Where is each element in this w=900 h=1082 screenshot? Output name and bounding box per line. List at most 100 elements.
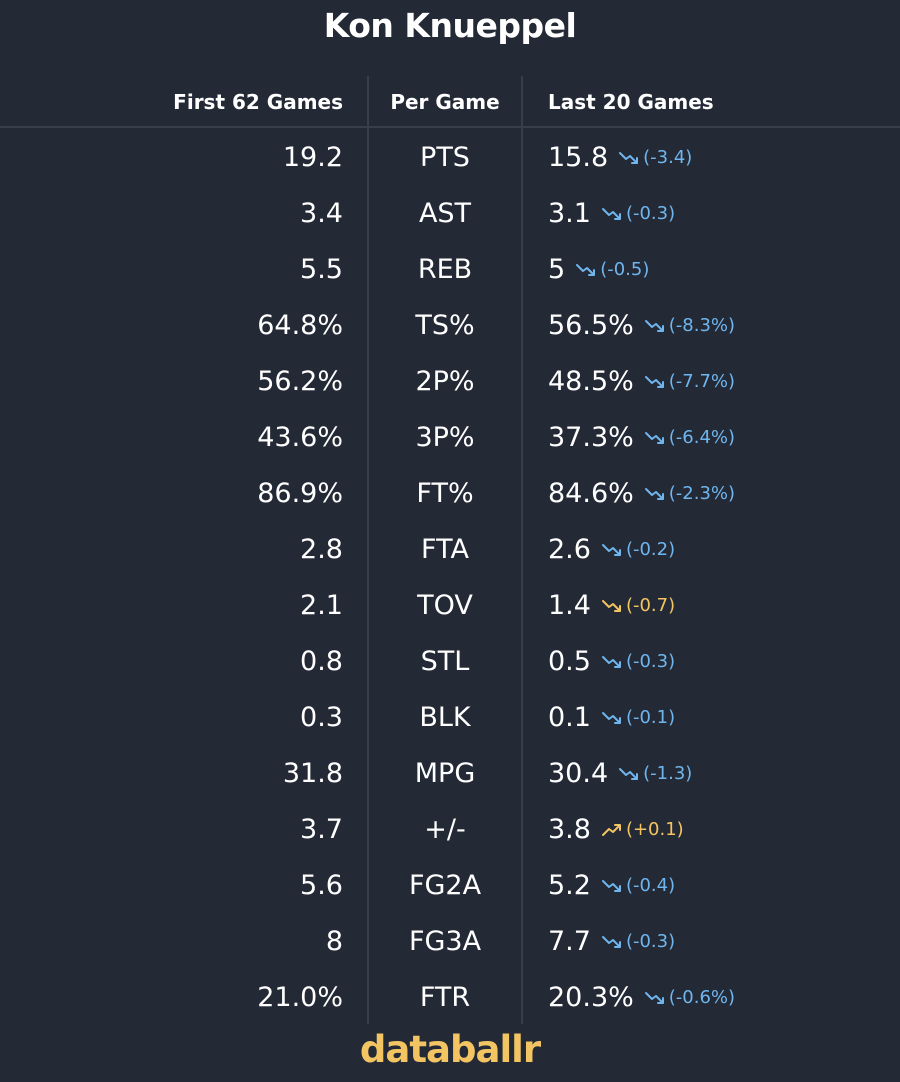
table-row: 2.8 FTA 2.6 (-0.2) [0,522,900,578]
table-row: 0.8 STL 0.5 (-0.3) [0,634,900,690]
stat-label: FTR [419,982,471,1013]
trend-delta: (-0.4) [601,868,675,904]
stat-label: +/- [424,814,466,845]
trend-delta-text: (-0.5) [600,259,650,280]
last-games-value: 0.5 [548,646,591,677]
trend-delta-text: (+0.1) [625,819,684,840]
trend-down-icon [619,768,639,780]
trend-down-icon [601,936,621,948]
trend-delta: (-7.7%) [644,364,735,400]
first-games-value: 86.9% [257,478,343,509]
first-games-value: 3.4 [300,198,343,229]
last-games-cell: 0.5 (-0.3) [548,644,675,680]
trend-delta-text: (-2.3%) [668,483,736,504]
trend-down-icon [576,264,596,276]
header-last-games: Last 20 Games [548,90,714,114]
stat-label: PTS [420,142,470,173]
last-games-value: 20.3% [548,982,634,1013]
last-games-cell: 3.8 (+0.1) [548,812,684,848]
last-games-value: 2.6 [548,534,591,565]
trend-down-icon [601,712,621,724]
table-row: 5.6 FG2A 5.2 (-0.4) [0,858,900,914]
trend-delta-text: (-0.3) [625,203,676,224]
trend-delta: (-0.5) [575,252,649,288]
last-games-cell: 2.6 (-0.2) [548,532,675,568]
last-games-value: 1.4 [548,590,591,621]
table-row: 3.4 AST 3.1 (-0.3) [0,186,900,242]
trend-delta: (-0.6%) [644,980,735,1016]
first-games-value: 43.6% [257,422,343,453]
first-games-value: 5.5 [300,254,343,285]
trend-delta-text: (-0.6%) [668,987,736,1008]
trend-down-icon [644,488,664,500]
column-divider [367,76,369,1024]
table-row: 19.2 PTS 15.8 (-3.4) [0,130,900,186]
trend-delta: (-1.3) [618,756,692,792]
trend-down-icon [601,600,621,612]
stat-label: FTA [421,534,469,565]
last-games-cell: 84.6% (-2.3%) [548,476,735,512]
first-games-value: 8 [325,926,343,957]
trend-down-icon [644,320,664,332]
stat-label: BLK [419,702,471,733]
stat-label: REB [417,254,473,285]
table-row: 56.2% 2P% 48.5% (-7.7%) [0,354,900,410]
last-games-value: 3.1 [548,198,591,229]
header-divider [0,126,900,128]
header-first-games: First 62 Games [173,90,343,114]
first-games-value: 64.8% [257,310,343,341]
last-games-cell: 0.1 (-0.1) [548,700,675,736]
table-row: 3.7 +/- 3.8 (+0.1) [0,802,900,858]
stat-label: FG3A [408,926,482,957]
last-games-cell: 37.3% (-6.4%) [548,420,735,456]
first-games-value: 56.2% [257,366,343,397]
last-games-value: 37.3% [548,422,634,453]
table-row: 86.9% FT% 84.6% (-2.3%) [0,466,900,522]
stat-label: AST [418,198,472,229]
trend-down-icon [644,992,664,1004]
trend-delta-text: (-7.7%) [668,371,736,392]
column-divider [521,76,523,1024]
last-games-cell: 30.4 (-1.3) [548,756,692,792]
trend-down-icon [644,432,664,444]
brand-logo: databallr [359,1028,541,1071]
first-games-value: 0.8 [300,646,343,677]
table-row: 0.3 BLK 0.1 (-0.1) [0,690,900,746]
last-games-cell: 48.5% (-7.7%) [548,364,735,400]
stat-label: FT% [416,478,474,509]
last-games-cell: 5.2 (-0.4) [548,868,675,904]
stat-label: TS% [415,310,475,341]
trend-delta-text: (-0.2) [625,539,676,560]
table-row: 43.6% 3P% 37.3% (-6.4%) [0,410,900,466]
stat-label: 2P% [415,366,475,397]
trend-delta-text: (-0.4) [625,875,676,896]
last-games-value: 0.1 [548,702,591,733]
last-games-cell: 15.8 (-3.4) [548,140,692,176]
last-games-value: 15.8 [548,142,609,173]
trend-down-icon [644,376,664,388]
trend-down-icon [619,152,639,164]
table-row: 64.8% TS% 56.5% (-8.3%) [0,298,900,354]
last-games-value: 84.6% [548,478,634,509]
trend-delta-text: (-6.4%) [668,427,736,448]
last-games-value: 5 [548,254,566,285]
last-games-value: 48.5% [548,366,634,397]
trend-up-icon [601,824,621,836]
last-games-value: 3.8 [548,814,591,845]
stat-label: FG2A [408,870,482,901]
header-per-game: Per Game [390,90,500,114]
trend-delta-text: (-8.3%) [668,315,736,336]
last-games-cell: 7.7 (-0.3) [548,924,675,960]
last-games-cell: 1.4 (-0.7) [548,588,675,624]
first-games-value: 31.8 [282,758,343,789]
last-games-cell: 3.1 (-0.3) [548,196,675,232]
last-games-value: 30.4 [548,758,609,789]
trend-delta-text: (-1.3) [643,763,693,784]
trend-delta: (-6.4%) [644,420,735,456]
trend-delta: (-0.3) [601,644,675,680]
table-row: 2.1 TOV 1.4 (-0.7) [0,578,900,634]
first-games-value: 19.2 [282,142,343,173]
trend-delta: (+0.1) [601,812,684,848]
table-row: 31.8 MPG 30.4 (-1.3) [0,746,900,802]
stat-label: 3P% [415,422,475,453]
